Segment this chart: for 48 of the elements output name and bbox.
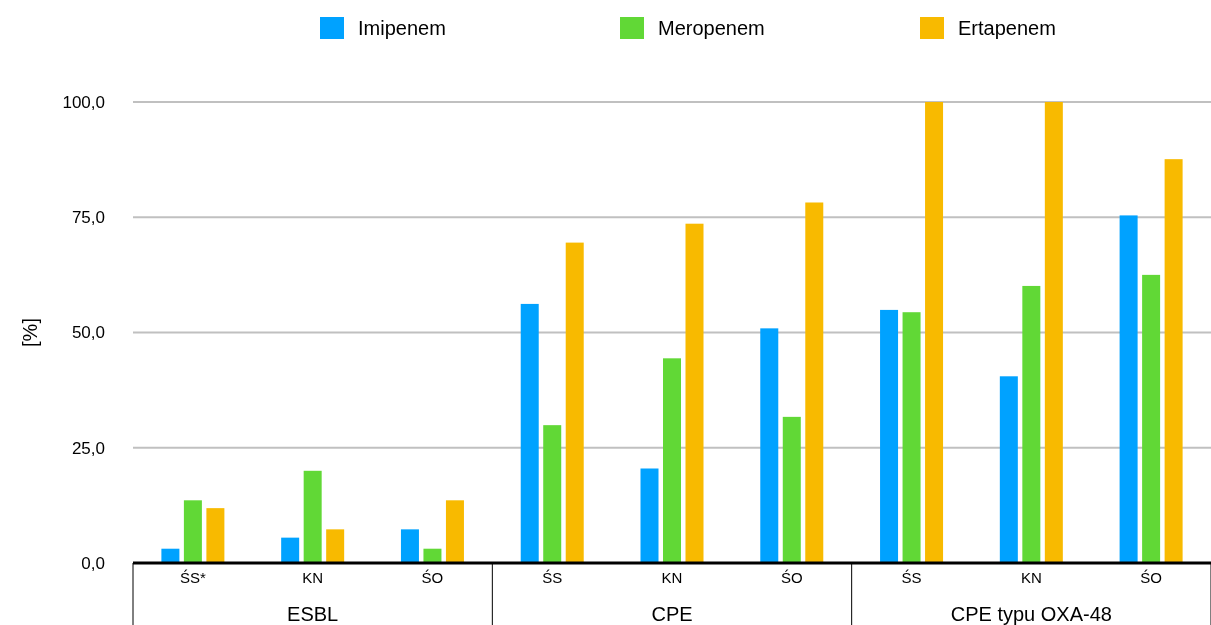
- x-tick-label: KN: [1020, 569, 1042, 586]
- bar: [640, 468, 659, 563]
- bar: [925, 102, 944, 563]
- x-tick-label: ŚO: [780, 569, 803, 586]
- y-tick-label: 0,0: [81, 553, 105, 573]
- x-tick-label: KN: [661, 569, 683, 586]
- legend-label: Ertapenem: [958, 17, 1056, 39]
- legend-label: Meropenem: [658, 17, 765, 39]
- bar: [782, 416, 801, 563]
- bar: [1022, 285, 1041, 563]
- x-tick-label: ŚS: [542, 569, 563, 586]
- bar: [663, 358, 681, 563]
- x-tick-label: KN: [302, 569, 324, 586]
- bar: [445, 500, 464, 563]
- bar: [565, 242, 584, 563]
- text: CPE: [651, 603, 693, 625]
- bar: [1044, 102, 1063, 563]
- x-tick-label: ŚS: [901, 569, 922, 586]
- y-tick-label: 100,0: [62, 92, 105, 112]
- y-axis-title: [%]: [19, 318, 41, 347]
- bar: [326, 529, 345, 563]
- bar: [303, 470, 322, 563]
- text: CPE typu OXA-48: [950, 603, 1112, 625]
- x-tick-label: ŚO: [421, 569, 444, 586]
- text: ESBL: [287, 603, 339, 625]
- bar: [423, 548, 442, 563]
- bar: [805, 202, 824, 563]
- bar: [1119, 215, 1138, 563]
- bar: [206, 508, 225, 563]
- x-tick-label: ŚS*: [179, 569, 206, 586]
- bar: [685, 223, 704, 563]
- bar: [543, 425, 562, 563]
- bar: [760, 328, 779, 563]
- bar: [1142, 274, 1161, 563]
- legend-label: Imipenem: [358, 17, 446, 39]
- y-tick-label: 25,0: [71, 438, 105, 458]
- bar: [880, 309, 899, 563]
- y-tick-label: 75,0: [71, 208, 105, 228]
- bar: [999, 376, 1018, 563]
- bar: [1164, 159, 1183, 563]
- y-tick-label: 50,0: [71, 323, 105, 343]
- bar: [520, 303, 539, 563]
- x-tick-label: ŚO: [1140, 569, 1162, 586]
- bar: [281, 537, 300, 563]
- bar: [161, 548, 180, 563]
- bar: [183, 500, 202, 563]
- bar: [902, 312, 921, 563]
- bar: [400, 529, 419, 563]
